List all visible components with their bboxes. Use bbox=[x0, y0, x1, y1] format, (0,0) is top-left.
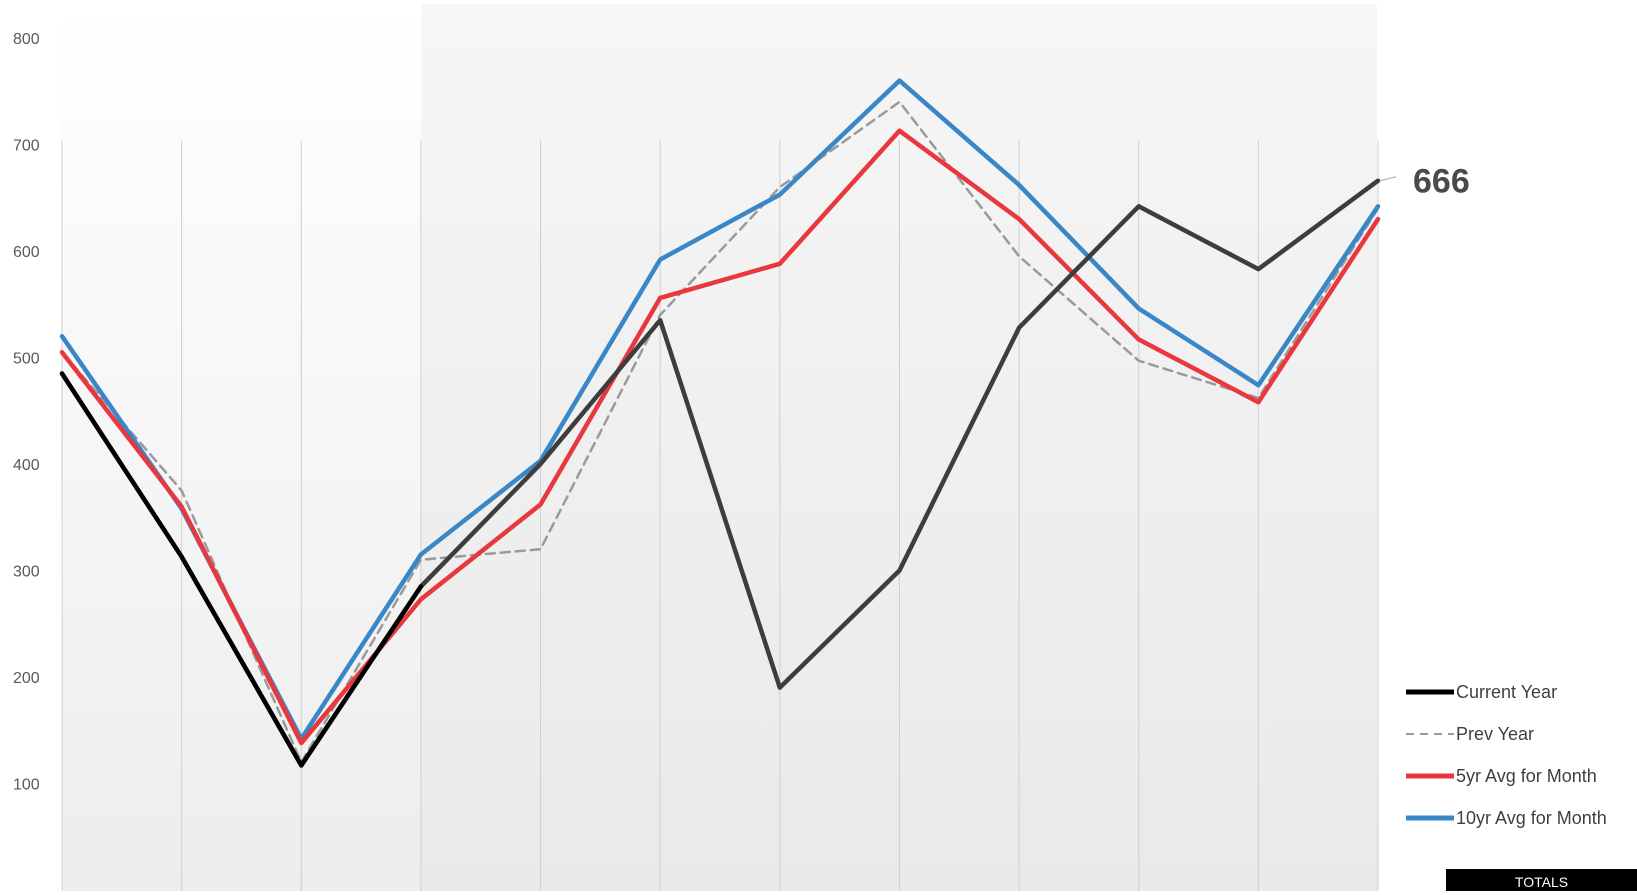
series-line bbox=[59, 128, 1381, 746]
y-tick-label: 400 bbox=[13, 457, 40, 474]
y-tick-label: 200 bbox=[13, 670, 40, 687]
y-tick-label: 100 bbox=[13, 777, 40, 794]
legend-label: Prev Year bbox=[1456, 724, 1534, 744]
series-line bbox=[60, 100, 1380, 764]
series-line bbox=[59, 371, 424, 768]
callout-leader bbox=[1379, 176, 1397, 182]
legend-label: Current Year bbox=[1456, 682, 1557, 702]
y-tick-label: 800 bbox=[13, 31, 40, 48]
legend-label: 10yr Avg for Month bbox=[1456, 808, 1607, 828]
y-tick-label: 600 bbox=[13, 244, 40, 261]
grid-lines bbox=[61, 140, 1379, 891]
series-lines bbox=[59, 78, 1381, 768]
y-tick-label: - bbox=[13, 883, 18, 891]
annotations: 666 bbox=[1379, 163, 1470, 201]
data-callout-label: 666 bbox=[1413, 163, 1470, 201]
y-axis-ticks: - 100 200 300 400 500 600 700 800 bbox=[13, 31, 40, 891]
y-tick-label: 500 bbox=[13, 351, 40, 368]
totals-header: TOTALS bbox=[1446, 869, 1637, 891]
y-tick-label: 300 bbox=[13, 564, 40, 581]
legend: Current Year Prev Year 5yr Avg for Month 10… bbox=[1406, 682, 1607, 828]
y-tick-label: 700 bbox=[13, 138, 40, 155]
legend-label: 5yr Avg for Month bbox=[1456, 766, 1597, 786]
